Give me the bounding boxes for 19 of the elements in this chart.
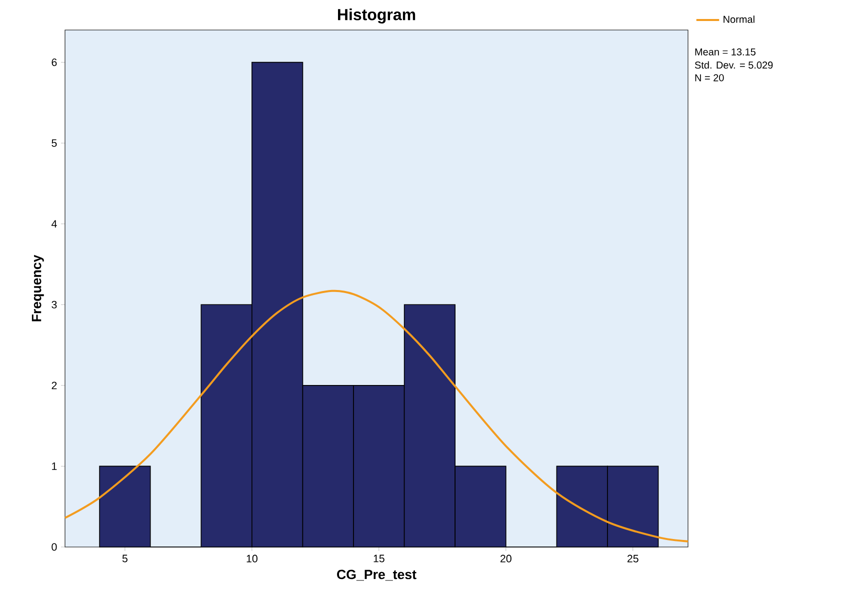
chart-title: Histogram (338, 8, 416, 24)
text: Std. Dev. = 5.029 (694, 61, 773, 69)
y-tick-label: 6 (52, 58, 57, 66)
x-tick-label: 25 (627, 554, 638, 562)
text: Mean = 13.15 (695, 48, 756, 56)
x-tick-label: 5 (122, 554, 128, 562)
x-tick-label: 20 (500, 554, 512, 562)
x-tick-label: 15 (374, 554, 384, 562)
x-axis-title: CG_Pre_test (337, 570, 416, 581)
y-tick-label: 5 (52, 139, 57, 147)
x-tick-label: 10 (246, 554, 258, 562)
legend-label: Normal (724, 16, 754, 23)
text: N = 20 (695, 74, 724, 82)
y-axis-title: Frequency (32, 254, 44, 322)
y-tick-label: 1 (52, 462, 57, 470)
y-tick-label: 2 (52, 382, 57, 390)
y-tick-label: 4 (52, 220, 57, 228)
y-tick-label: 3 (52, 300, 57, 308)
y-tick-label: 0 (52, 543, 57, 551)
